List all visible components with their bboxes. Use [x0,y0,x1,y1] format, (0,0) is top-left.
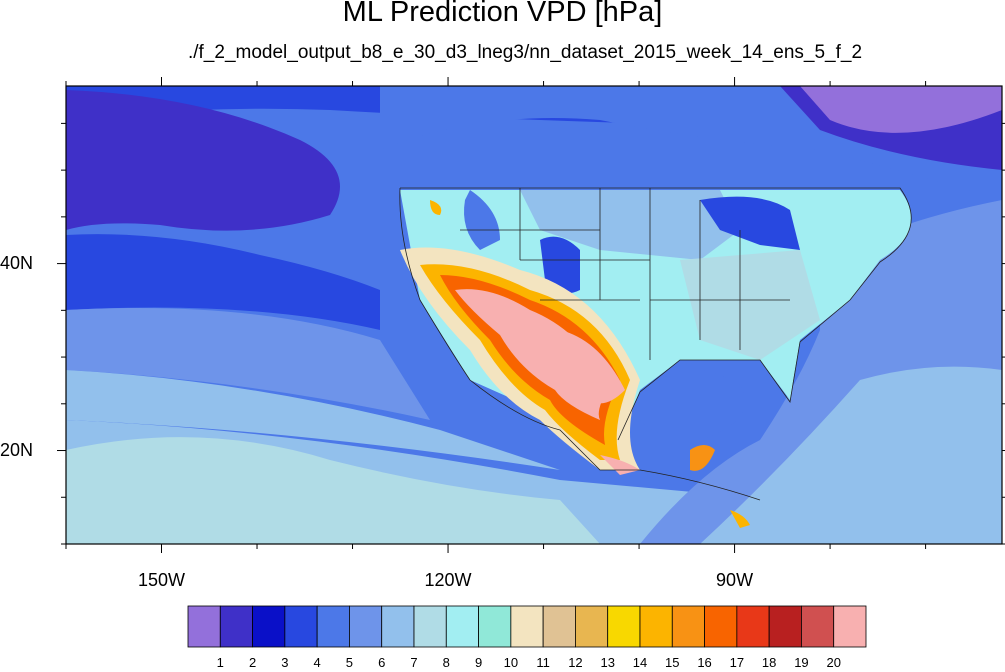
colorbar-swatch [801,605,835,648]
field-band [430,200,442,215]
colorbar-swatch [284,605,318,648]
colorbar-swatch [349,605,383,648]
colorbar-label: 13 [600,655,615,670]
field-band [520,190,740,260]
colorbar-swatch [768,605,802,648]
state-line [460,188,790,360]
field-band [730,510,750,528]
field-band [66,437,600,544]
field-band [800,86,1002,133]
colorbar-swatch [219,605,253,648]
colorbar-label: 2 [248,655,257,670]
colorbar-swatch [736,605,770,648]
field-band [630,367,745,440]
colorbar-label: 5 [345,655,354,670]
colorbar-swatch [252,605,286,648]
field-band [700,366,1002,544]
map-subtitle: ./f_2_model_output_b8_e_30_d3_lneg3/nn_d… [187,42,863,63]
colorbar-swatch [607,605,641,648]
colorbar-swatch [704,605,738,648]
field-band [680,250,820,360]
colorbar-label: 9 [474,655,483,670]
lon-tick-label: 120W [424,570,472,590]
colorbar-label: 19 [794,655,809,670]
colorbar-swatch [671,605,705,648]
colorbar-swatch [187,605,221,648]
field-band [66,370,560,470]
colorbar-swatch [639,605,673,648]
field-band [66,234,380,330]
colorbar-label: 4 [313,655,321,670]
colorbar-swatch [413,605,447,648]
colorbar-swatch [445,605,479,648]
lon-tick-label: 90W [716,570,754,590]
field-band [66,90,340,231]
colorbar-swatch [381,605,415,648]
colorbar-swatch [478,605,512,648]
colorbar-label: 15 [665,655,680,670]
colorbar-label: 1 [216,655,224,670]
coastline [399,187,761,501]
colorbar-swatch [575,605,609,648]
colorbar [187,605,867,648]
colorbar-swatch [542,605,576,648]
lat-tick-label: 40N [0,252,34,273]
map-title: ML Prediction VPD [hPa] [342,0,663,28]
field-band [700,196,800,250]
colorbar-label: 20 [826,655,841,670]
field-band [540,236,580,294]
field-band [455,289,610,420]
us-border-line [400,187,912,441]
colorbar-label: 18 [761,655,777,670]
colorbar-label: 17 [729,655,745,670]
colorbar-label: 10 [503,655,519,670]
colorbar-label: 7 [410,655,418,670]
colorbar-label: 14 [632,655,648,670]
field-band [66,308,430,420]
lat-tick-label: 20N [0,439,34,460]
colorbar-label: 11 [536,655,550,670]
colorbar-label: 6 [378,655,386,670]
colorbar-label: 12 [568,655,583,670]
colorbar-label: 8 [442,655,450,670]
colorbar-label: 3 [281,655,289,670]
field-band [560,330,625,404]
colorbar-swatch [510,605,544,648]
field-band [464,190,500,250]
map-frame [65,85,1003,545]
lon-tick-label: 150W [137,570,186,590]
colorbar-swatch [316,605,350,648]
field-band [690,445,715,471]
colorbar-swatch [833,605,867,648]
colorbar-label: 16 [697,655,712,670]
